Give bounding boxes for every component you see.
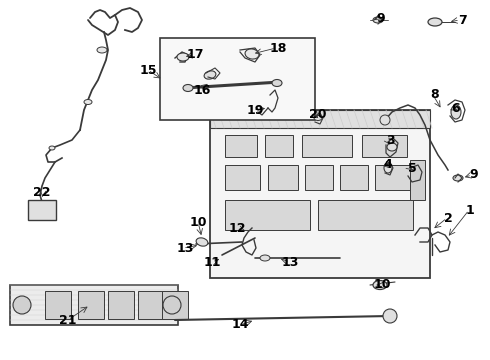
Ellipse shape <box>84 99 92 104</box>
Text: 13: 13 <box>281 256 299 269</box>
Bar <box>268 165 298 190</box>
Bar <box>45 291 71 319</box>
Bar <box>160 38 315 120</box>
Ellipse shape <box>428 18 442 26</box>
Text: 16: 16 <box>194 84 211 96</box>
Ellipse shape <box>183 85 193 91</box>
Ellipse shape <box>314 116 322 121</box>
Ellipse shape <box>204 71 216 79</box>
Ellipse shape <box>260 255 270 261</box>
Text: 10: 10 <box>189 216 207 229</box>
Ellipse shape <box>453 175 463 181</box>
Bar <box>305 165 333 190</box>
Ellipse shape <box>49 146 55 150</box>
Bar <box>265 135 293 157</box>
Text: 13: 13 <box>176 242 194 255</box>
Text: 20: 20 <box>309 108 327 122</box>
Ellipse shape <box>196 238 208 246</box>
Text: 19: 19 <box>246 104 264 117</box>
Text: 4: 4 <box>384 158 392 171</box>
Bar <box>162 291 188 319</box>
Ellipse shape <box>177 53 189 61</box>
Text: 2: 2 <box>443 211 452 225</box>
Text: 18: 18 <box>270 41 287 54</box>
Text: 15: 15 <box>139 63 157 77</box>
Text: 1: 1 <box>466 203 474 216</box>
Bar <box>302 135 352 157</box>
Bar <box>318 200 413 230</box>
Text: 11: 11 <box>203 256 221 269</box>
Bar <box>28 200 56 220</box>
Text: 3: 3 <box>386 134 394 147</box>
Bar <box>375 165 415 190</box>
Text: 17: 17 <box>186 49 204 62</box>
Ellipse shape <box>451 105 461 119</box>
Circle shape <box>383 309 397 323</box>
Text: 10: 10 <box>373 279 391 292</box>
Bar <box>78 291 104 319</box>
Bar <box>225 135 257 157</box>
Circle shape <box>163 296 181 314</box>
Text: 22: 22 <box>33 185 51 198</box>
Bar <box>138 291 164 319</box>
Text: 8: 8 <box>431 89 440 102</box>
Circle shape <box>380 115 390 125</box>
Ellipse shape <box>373 280 387 289</box>
Bar <box>210 110 430 128</box>
Text: 9: 9 <box>470 168 478 181</box>
Bar <box>108 291 134 319</box>
Ellipse shape <box>97 47 107 53</box>
Bar <box>340 165 368 190</box>
Text: 9: 9 <box>377 12 385 24</box>
Ellipse shape <box>387 143 397 151</box>
Text: 5: 5 <box>408 162 416 175</box>
Bar <box>210 110 430 278</box>
Ellipse shape <box>373 17 383 23</box>
Bar <box>362 135 407 157</box>
Bar <box>225 165 260 190</box>
Ellipse shape <box>245 49 259 59</box>
Text: 12: 12 <box>228 221 246 234</box>
Bar <box>225 200 310 230</box>
Bar <box>410 160 425 200</box>
Bar <box>10 285 178 325</box>
Circle shape <box>13 296 31 314</box>
Ellipse shape <box>272 80 282 86</box>
Ellipse shape <box>384 163 392 173</box>
Text: 7: 7 <box>458 13 466 27</box>
Text: 6: 6 <box>452 102 460 114</box>
Text: 14: 14 <box>231 319 249 332</box>
Text: 21: 21 <box>59 314 77 327</box>
